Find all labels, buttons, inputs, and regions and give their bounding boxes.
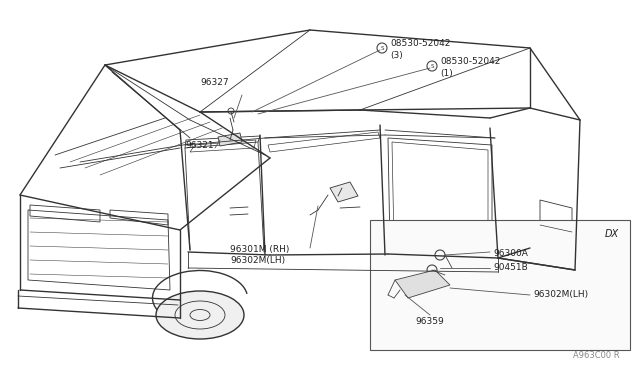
Text: 08530-52042: 08530-52042 [390, 39, 451, 48]
Text: 96321: 96321 [185, 141, 214, 150]
Text: DX: DX [605, 229, 619, 239]
Text: 96300A: 96300A [493, 248, 528, 257]
Polygon shape [395, 270, 450, 298]
Bar [370, 220, 630, 350]
Text: (1): (1) [440, 69, 452, 78]
Text: 96359: 96359 [415, 317, 444, 327]
Text: S: S [430, 64, 434, 68]
Text: (3): (3) [390, 51, 403, 60]
Text: 96327: 96327 [200, 78, 228, 87]
Text: A963C00 R: A963C00 R [573, 351, 620, 360]
Text: 96302M(LH): 96302M(LH) [533, 291, 588, 299]
Text: 08530-52042: 08530-52042 [440, 57, 500, 66]
Text: S: S [380, 45, 384, 51]
Text: 96301M (RH): 96301M (RH) [230, 245, 289, 254]
Polygon shape [218, 133, 242, 146]
Text: 96302M(LH): 96302M(LH) [230, 256, 285, 265]
Polygon shape [330, 182, 358, 202]
Ellipse shape [386, 284, 484, 336]
Ellipse shape [156, 291, 244, 339]
Text: 90451B: 90451B [493, 263, 528, 273]
